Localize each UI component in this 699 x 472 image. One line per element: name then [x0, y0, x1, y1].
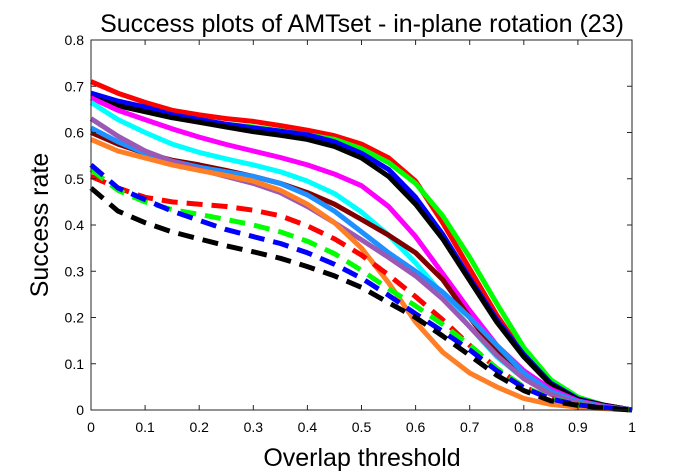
- x-tick-label: 0.1: [135, 419, 155, 435]
- y-axis-ticks: 0 0.1 0.2 0.3 0.4 0.5 0.6 0.7 0.8: [65, 32, 632, 418]
- series-line-7: [90, 130, 633, 413]
- y-tick-label: 0.4: [65, 217, 85, 233]
- x-axis-label: Overlap threshold: [263, 444, 460, 472]
- x-tick-label: 0.8: [514, 419, 534, 435]
- y-tick-label: 0.7: [65, 78, 85, 94]
- x-tick-label: 0.7: [460, 419, 480, 435]
- x-tick-label: 0.6: [406, 419, 426, 435]
- series-line-8: [89, 125, 633, 413]
- x-tick-label: 1: [628, 419, 636, 435]
- x-tick-label: 0.9: [568, 419, 588, 435]
- y-axis-label: Success rate: [26, 153, 54, 298]
- y-tick-label: 0.1: [65, 356, 85, 372]
- x-tick-label: 0: [87, 419, 95, 435]
- x-tick-label: 0.3: [244, 419, 264, 435]
- series-line-4: [90, 95, 633, 413]
- series-line-14: [89, 186, 633, 413]
- y-tick-label: 0: [76, 402, 84, 418]
- y-tick-label: 0.2: [65, 310, 85, 326]
- x-axis-ticks: 0 0.1 0.2 0.3 0.4 0.5 0.6 0.7 0.8 0.9 1: [87, 40, 636, 435]
- series-line-12: [89, 167, 633, 413]
- y-tick-label: 0.3: [65, 263, 85, 279]
- plot-frame: [90, 39, 633, 411]
- y-tick-label: 0.5: [65, 171, 85, 187]
- plot-series-group: [89, 79, 633, 413]
- series-line-10: [90, 137, 633, 413]
- x-tick-label: 0.4: [298, 419, 318, 435]
- y-tick-label: 0.6: [65, 125, 85, 141]
- chart-title: Success plots of AMTset - in-plane rotat…: [100, 10, 624, 38]
- x-tick-label: 0.2: [189, 419, 209, 435]
- series-line-9: [89, 116, 633, 413]
- y-tick-label: 0.8: [65, 32, 85, 48]
- x-tick-label: 0.5: [352, 419, 372, 435]
